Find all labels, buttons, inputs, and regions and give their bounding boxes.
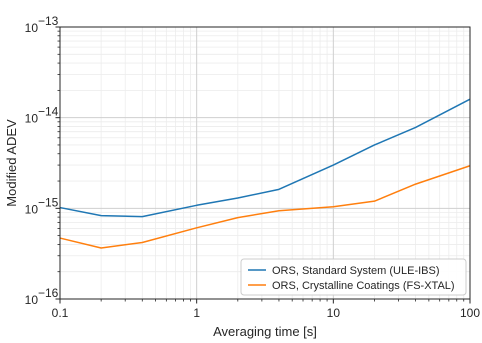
y-tick-label: 10 −15	[25, 195, 59, 216]
legend-box	[240, 258, 467, 296]
series-1-point	[372, 143, 376, 147]
series-layer	[59, 98, 471, 250]
x-tick-label: 100	[460, 306, 480, 320]
y-tick-base: 10	[25, 21, 39, 35]
x-axis-title: Averaging time [s]	[213, 324, 317, 339]
y-tick-label: 10 −14	[25, 105, 59, 126]
y-tick-base: 10	[25, 293, 39, 307]
series-2-point	[372, 199, 376, 203]
series-1-point	[99, 214, 103, 218]
y-axis-title: Modified ADEV	[4, 119, 19, 207]
series-2-point	[236, 216, 240, 220]
series-2-point	[140, 240, 144, 244]
x-tick-label: 0.1	[52, 306, 69, 320]
y-tick-exponent: −16	[38, 286, 59, 300]
y-tick-exponent: −14	[38, 105, 59, 119]
y-tick-exponent: −13	[38, 14, 59, 28]
series-2-point	[277, 209, 281, 213]
series-1-point	[414, 125, 418, 129]
series-1-point	[195, 203, 199, 207]
y-tick-base: 10	[25, 112, 39, 126]
legend-label-1: ORS, Standard System (ULE-IBS)	[272, 265, 440, 277]
y-tick-base: 10	[25, 202, 39, 216]
y-tick-exponent: −15	[38, 195, 59, 209]
x-tick-label: 1	[193, 306, 200, 320]
series-1-point	[140, 215, 144, 219]
ticks-layer	[55, 26, 471, 304]
series-1-point	[331, 163, 335, 167]
y-tick-label: 10 −16	[25, 286, 59, 307]
series-line-2	[59, 165, 471, 249]
series-2-point	[195, 226, 199, 230]
legend-label-2: ORS, Crystalline Coatings (FS-XTAL)	[272, 280, 455, 292]
series-2-point	[331, 205, 335, 209]
plot-frame	[59, 26, 471, 300]
series-2-point	[99, 246, 103, 250]
series-1-point	[277, 187, 281, 191]
series-1-point	[236, 196, 240, 200]
legend: ORS, Standard System (ULE-IBS) ORS, Cryst…	[240, 258, 467, 296]
x-tick-labels: 0.1 1 10 100	[52, 306, 481, 320]
y-tick-label: 10 −13	[25, 14, 59, 35]
series-line-1	[59, 98, 471, 218]
x-tick-label: 10	[327, 306, 341, 320]
minor-grid	[60, 27, 470, 299]
series-2-point	[414, 182, 418, 186]
